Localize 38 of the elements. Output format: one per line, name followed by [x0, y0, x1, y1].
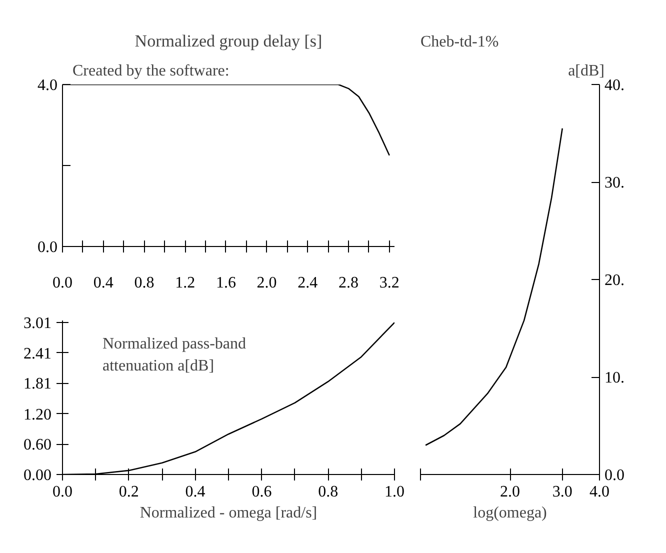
- y-tick-label: 40.: [604, 77, 624, 94]
- x-tick-label: 3.2: [379, 274, 400, 292]
- chart-title: Normalized group delay [s]: [134, 32, 322, 50]
- y-axis-title: a[dB]: [568, 62, 605, 80]
- x-tick-label: 3.0: [552, 484, 572, 500]
- text: Normalized pass-band attenuation a[dB]: [102, 335, 246, 374]
- x-tick-label: 2.4: [298, 274, 318, 292]
- y-tick-label: 10.: [604, 370, 624, 386]
- y-tick-label: 0.00: [24, 467, 52, 484]
- x-tick-label: 4.0: [590, 484, 610, 500]
- x-tick-label: 2.0: [500, 484, 520, 500]
- y-tick-label: 2.41: [24, 345, 52, 362]
- x-tick-label: 0.8: [318, 484, 338, 500]
- x-tick-label: 0.4: [93, 274, 114, 292]
- x-tick-label: 0.6: [252, 484, 272, 500]
- x-tick-label: 0.8: [134, 274, 154, 292]
- x-axis-title: Normalized - omega [rad/s]: [140, 504, 318, 522]
- y-tick-label: 0.0: [38, 239, 58, 256]
- x-tick-label: 0.0: [52, 484, 72, 500]
- x-tick-label: 2.8: [338, 274, 359, 292]
- x-tick-label: 2.0: [256, 274, 277, 292]
- x-tick-label: 1.0: [384, 484, 404, 500]
- y-tick-label: 1.20: [24, 406, 52, 424]
- y-tick-label: 1.81: [24, 376, 52, 393]
- x-tick-label: 1.2: [175, 274, 196, 292]
- y-tick-label: 3.01: [24, 315, 52, 332]
- x-tick-label: 0.4: [185, 484, 206, 500]
- text: Cheb-td-1%: [420, 34, 499, 50]
- y-tick-label: 20.: [604, 272, 624, 289]
- x-tick-label: 1.6: [216, 274, 236, 292]
- x-tick-label: 0.2: [118, 484, 139, 500]
- y-tick-label: 30.: [604, 174, 624, 192]
- x-axis-title: log(omega): [473, 504, 547, 522]
- x-tick-label: 0.0: [52, 274, 72, 292]
- y-tick-label: 0.60: [24, 436, 52, 454]
- y-tick-label: 0.0: [604, 467, 624, 484]
- chart-subtitle: Created by the software:: [72, 62, 230, 80]
- y-tick-label: 4.0: [38, 77, 58, 94]
